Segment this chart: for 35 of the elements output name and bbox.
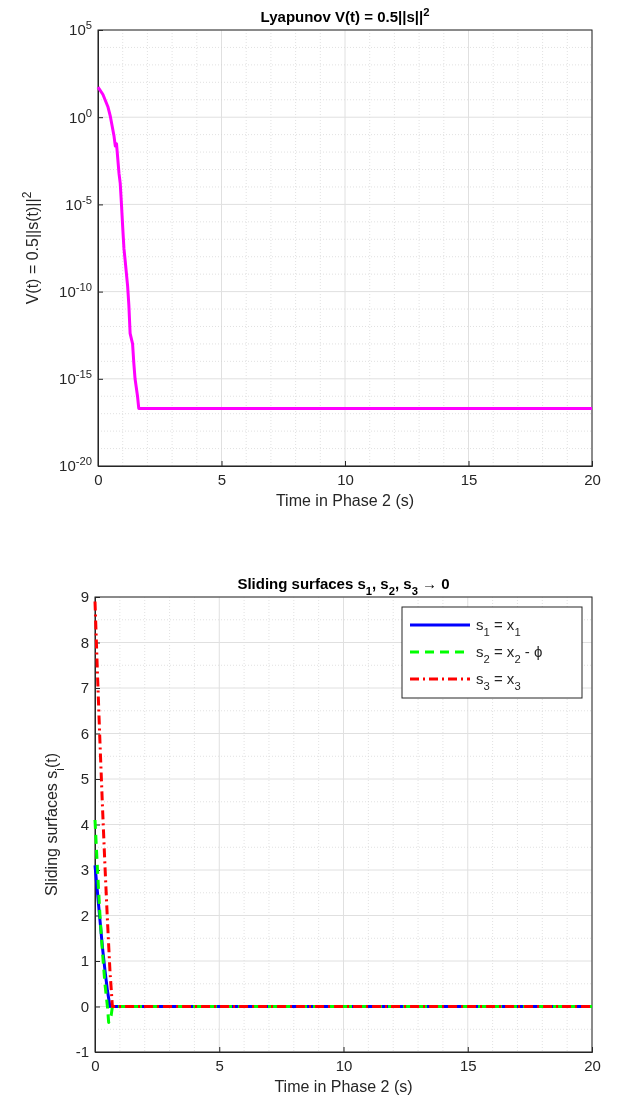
line-series [93, 818, 594, 1024]
y-tick-label: 1 [80, 952, 89, 970]
y-tick-label: 10$^{-5}$ [65, 193, 92, 213]
y-tick-label: 4 [80, 815, 89, 833]
x-axis-title: Time in Phase 2 (s) [274, 1078, 413, 1095]
y-tick-label: 2 [80, 906, 89, 924]
x-tick-label: 5 [215, 1056, 224, 1074]
legend-label: s$_{1}$ = x$_{1}$ [476, 616, 521, 638]
y-tick-label: 10$^{-10}$ [59, 280, 92, 300]
y-tick-label: 10$^{0}$ [69, 106, 92, 126]
x-tick-label: 20 [584, 1056, 601, 1074]
y-tick-label: 9 [80, 588, 89, 606]
legend-label: s$_{2}$ = x$_{2}$ - ϕ [476, 643, 543, 665]
chart-title: Lyapunov V(t) = 0.5||s||$^{2}$ [260, 6, 430, 25]
x-tick-label: 20 [584, 470, 601, 488]
legend-label: s$_{3}$ = x$_{3}$ [476, 670, 521, 692]
line-series [96, 85, 594, 410]
x-tick-label: 10 [337, 470, 354, 488]
x-axis-title: Time in Phase 2 (s) [275, 492, 415, 509]
x-tick-label: 5 [217, 470, 227, 488]
x-tick-label: 10 [335, 1056, 353, 1074]
y-tick-label: 6 [80, 724, 89, 742]
y-tick-label: 10$^{5}$ [69, 19, 92, 39]
y-tick-label: 8 [80, 633, 89, 651]
y-tick-label: 5 [80, 770, 89, 788]
y-tick-label: 7 [80, 679, 89, 697]
x-tick-label: 15 [459, 1056, 477, 1074]
x-tick-label: 15 [460, 470, 478, 488]
y-tick-label: 10$^{-15}$ [59, 368, 92, 388]
y-tick-label: 0 [80, 997, 89, 1015]
y-tick-label: -1 [75, 1043, 89, 1061]
chart-title: Sliding surfaces s$_{1}$, s$_{2}$, s$_{3}$ → 0 [237, 575, 450, 597]
x-tick-label: 0 [94, 470, 103, 488]
y-tick-label: 10$^{-20}$ [59, 455, 92, 475]
y-tick-label: 3 [80, 861, 89, 879]
